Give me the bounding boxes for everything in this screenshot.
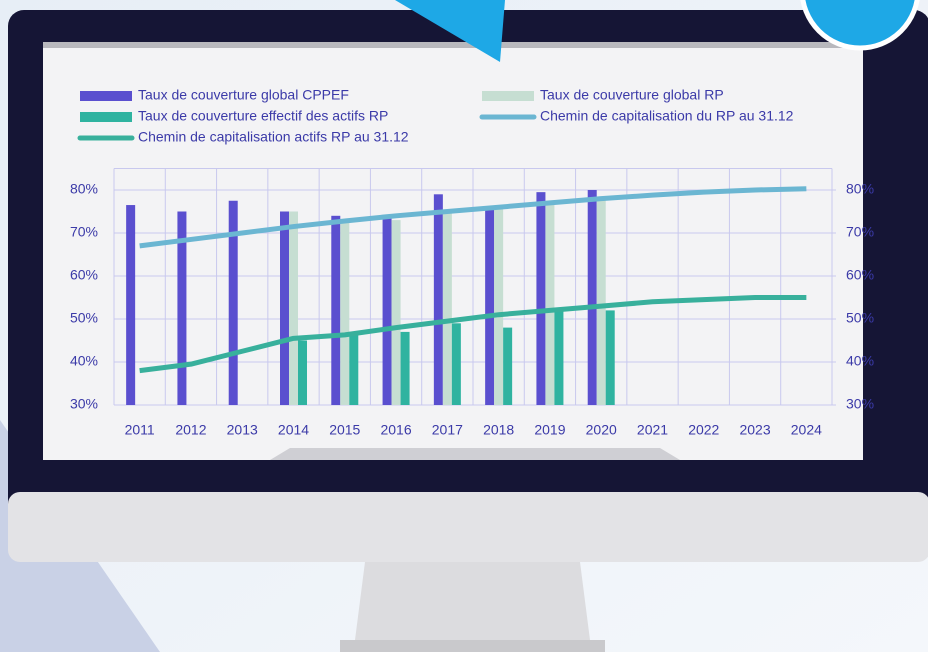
y-tick-label: 50% xyxy=(70,310,98,326)
chin xyxy=(8,492,928,562)
bar xyxy=(434,194,443,405)
screen-tab xyxy=(270,448,680,460)
legend-label: Chemin de capitalisation du RP au 31.12 xyxy=(540,108,794,124)
y-tick-label: 30% xyxy=(70,396,98,412)
legend-swatch xyxy=(80,112,132,122)
bar xyxy=(383,216,392,405)
x-tick-label: 2011 xyxy=(125,422,155,438)
legend-label: Chemin de capitalisation actifs RP au 31… xyxy=(138,129,409,145)
y2-tick-label: 40% xyxy=(846,353,874,369)
stand xyxy=(355,562,590,640)
bar xyxy=(392,220,401,405)
bar xyxy=(349,332,358,405)
y2-tick-label: 80% xyxy=(846,181,874,197)
bar xyxy=(401,332,410,405)
bar xyxy=(126,205,135,405)
x-tick-label: 2017 xyxy=(432,422,463,438)
bar xyxy=(331,216,340,405)
y2-tick-label: 50% xyxy=(846,310,874,326)
x-tick-label: 2024 xyxy=(791,422,822,438)
x-tick-label: 2012 xyxy=(175,422,206,438)
x-tick-label: 2019 xyxy=(534,422,565,438)
screen-top xyxy=(43,42,863,48)
y2-tick-label: 30% xyxy=(846,396,874,412)
y-tick-label: 40% xyxy=(70,353,98,369)
legend-swatch xyxy=(482,91,534,101)
bar xyxy=(536,192,545,405)
stand-base xyxy=(340,640,605,652)
x-tick-label: 2023 xyxy=(739,422,770,438)
bar xyxy=(606,310,615,405)
bar xyxy=(503,328,512,405)
x-tick-label: 2015 xyxy=(329,422,360,438)
bar xyxy=(494,207,503,405)
bar xyxy=(280,212,289,406)
y-tick-label: 60% xyxy=(70,267,98,283)
bar xyxy=(289,212,298,406)
bar xyxy=(298,341,307,406)
x-tick-label: 2020 xyxy=(586,422,617,438)
bar xyxy=(485,207,494,405)
bar xyxy=(554,310,563,405)
x-tick-label: 2022 xyxy=(688,422,719,438)
x-tick-label: 2021 xyxy=(637,422,668,438)
bar xyxy=(588,190,597,405)
bar xyxy=(340,220,349,405)
legend-label: Taux de couverture global CPPEF xyxy=(138,87,349,103)
legend-label: Taux de couverture global RP xyxy=(540,87,724,103)
y2-tick-label: 60% xyxy=(846,267,874,283)
x-tick-label: 2016 xyxy=(380,422,411,438)
y-tick-label: 70% xyxy=(70,224,98,240)
bar xyxy=(443,212,452,406)
x-tick-label: 2014 xyxy=(278,422,309,438)
bar xyxy=(452,323,461,405)
monitor-scene: 30% 40% 50% 60% 70% 80% 30% 40% 50% 60% 70% 80% 2011… xyxy=(0,0,928,652)
legend-label: Taux de couverture effectif des actifs R… xyxy=(138,108,388,124)
y2-tick-label: 70% xyxy=(846,224,874,240)
bar xyxy=(545,203,554,405)
bar xyxy=(597,199,606,405)
legend-swatch xyxy=(80,91,132,101)
x-tick-label: 2018 xyxy=(483,422,514,438)
y-tick-label: 80% xyxy=(70,181,98,197)
x-tick-label: 2013 xyxy=(227,422,258,438)
